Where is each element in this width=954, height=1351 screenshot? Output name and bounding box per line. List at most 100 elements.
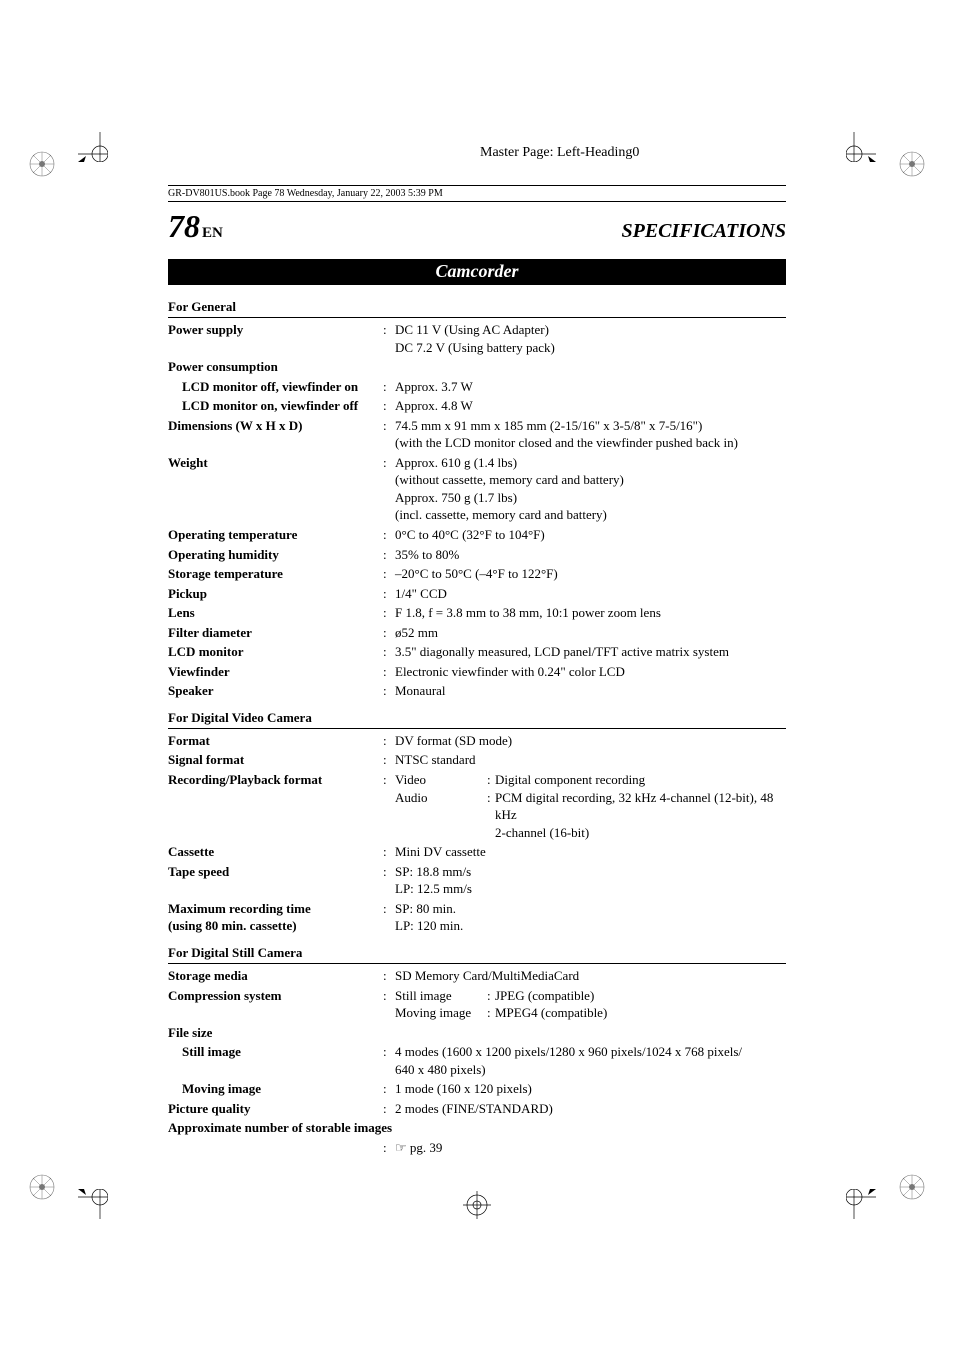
spec-label: Filter diameter bbox=[168, 624, 383, 642]
spec-label: Still image bbox=[168, 1043, 383, 1078]
colon: : bbox=[383, 967, 395, 985]
spec-label: Storage media bbox=[168, 967, 383, 985]
spec-value: ☞ pg. 39 bbox=[395, 1139, 786, 1157]
section-rule bbox=[168, 728, 786, 729]
spec-label: Cassette bbox=[168, 843, 383, 861]
spec-label: Approximate number of storable images bbox=[168, 1119, 392, 1137]
page-number: 78EN bbox=[168, 208, 223, 245]
spec-label: Compression system bbox=[168, 987, 383, 1022]
spec-value: DV format (SD mode) bbox=[395, 732, 786, 750]
print-mark-icon bbox=[28, 150, 56, 178]
spec-label: Maximum recording time(using 80 min. cas… bbox=[168, 900, 383, 935]
colon: : bbox=[383, 732, 395, 750]
spec-value: Monaural bbox=[395, 682, 786, 700]
crop-mark-icon bbox=[846, 1189, 876, 1219]
colon: : bbox=[383, 987, 395, 1022]
spec-label: Format bbox=[168, 732, 383, 750]
colon: : bbox=[383, 863, 395, 898]
colon: : bbox=[383, 1043, 395, 1078]
colon: : bbox=[383, 1080, 395, 1098]
colon: : bbox=[383, 771, 395, 841]
crop-mark-icon bbox=[78, 132, 108, 162]
spec-label: Weight bbox=[168, 454, 383, 524]
colon: : bbox=[383, 526, 395, 544]
colon: : bbox=[383, 604, 395, 622]
colon: : bbox=[383, 1139, 395, 1157]
spec-value: 2 modes (FINE/STANDARD) bbox=[395, 1100, 786, 1118]
spec-value: SP: 80 min.LP: 120 min. bbox=[395, 900, 786, 935]
spec-label: Recording/Playback format bbox=[168, 771, 383, 841]
colon: : bbox=[383, 900, 395, 935]
spec-value: 35% to 80% bbox=[395, 546, 786, 564]
section-bar: Camcorder bbox=[168, 259, 786, 285]
spec-label: Lens bbox=[168, 604, 383, 622]
page-lang: EN bbox=[202, 225, 223, 241]
page-title: SPECIFICATIONS bbox=[621, 220, 786, 243]
spec-label: LCD monitor on, viewfinder off bbox=[168, 397, 383, 415]
spec-value: DC 11 V (Using AC Adapter)DC 7.2 V (Usin… bbox=[395, 321, 786, 356]
spec-value: 74.5 mm x 91 mm x 185 mm (2-15/16" x 3-5… bbox=[395, 417, 786, 452]
spec-label: Moving image bbox=[168, 1080, 383, 1098]
spec-value: 1 mode (160 x 120 pixels) bbox=[395, 1080, 786, 1098]
section-heading-dsc: For Digital Still Camera bbox=[168, 945, 786, 961]
spec-label: Dimensions (W x H x D) bbox=[168, 417, 383, 452]
colon: : bbox=[383, 546, 395, 564]
spec-label: Power supply bbox=[168, 321, 383, 356]
spec-value: ø52 mm bbox=[395, 624, 786, 642]
section-heading-dvc: For Digital Video Camera bbox=[168, 710, 786, 726]
colon: : bbox=[383, 321, 395, 356]
spec-label: Operating temperature bbox=[168, 526, 383, 544]
spec-label: Tape speed bbox=[168, 863, 383, 898]
print-mark-icon bbox=[463, 1191, 491, 1219]
spec-value: 1/4" CCD bbox=[395, 585, 786, 603]
spec-label: Storage temperature bbox=[168, 565, 383, 583]
colon: : bbox=[383, 454, 395, 524]
spec-label bbox=[168, 1139, 383, 1157]
crop-mark-icon bbox=[846, 132, 876, 162]
colon: : bbox=[383, 751, 395, 769]
spec-value: SP: 18.8 mm/sLP: 12.5 mm/s bbox=[395, 863, 786, 898]
spec-value: F 1.8, f = 3.8 mm to 38 mm, 10:1 power z… bbox=[395, 604, 786, 622]
spec-value: –20°C to 50°C (–4°F to 122°F) bbox=[395, 565, 786, 583]
spec-value: Electronic viewfinder with 0.24" color L… bbox=[395, 663, 786, 681]
spec-label: LCD monitor bbox=[168, 643, 383, 661]
spec-value: Approx. 3.7 W bbox=[395, 378, 786, 396]
print-mark-icon bbox=[28, 1173, 56, 1201]
page-content: 78EN SPECIFICATIONS Camcorder For Genera… bbox=[168, 208, 786, 1158]
spec-value: Approx. 610 g (1.4 lbs)(without cassette… bbox=[395, 454, 786, 524]
spec-label: File size bbox=[168, 1024, 383, 1042]
colon: : bbox=[383, 843, 395, 861]
crop-mark-icon bbox=[78, 1189, 108, 1219]
colon: : bbox=[383, 643, 395, 661]
spec-label: Speaker bbox=[168, 682, 383, 700]
colon: : bbox=[383, 585, 395, 603]
colon: : bbox=[383, 417, 395, 452]
colon: : bbox=[383, 663, 395, 681]
spec-label: Picture quality bbox=[168, 1100, 383, 1118]
print-mark-icon bbox=[898, 1173, 926, 1201]
spec-value: SD Memory Card/MultiMediaCard bbox=[395, 967, 786, 985]
spec-label: LCD monitor off, viewfinder on bbox=[168, 378, 383, 396]
section-rule bbox=[168, 963, 786, 964]
spec-label: Pickup bbox=[168, 585, 383, 603]
colon: : bbox=[383, 1100, 395, 1118]
master-page-label: Master Page: Left-Heading0 bbox=[480, 145, 639, 161]
colon: : bbox=[383, 565, 395, 583]
spec-value: Still image:JPEG (compatible) Moving ima… bbox=[395, 987, 786, 1022]
spec-value: NTSC standard bbox=[395, 751, 786, 769]
colon: : bbox=[383, 624, 395, 642]
spec-label: Viewfinder bbox=[168, 663, 383, 681]
book-header: GR-DV801US.book Page 78 Wednesday, Janua… bbox=[168, 185, 786, 202]
print-mark-icon bbox=[898, 150, 926, 178]
spec-value: Approx. 4.8 W bbox=[395, 397, 786, 415]
colon: : bbox=[383, 397, 395, 415]
section-heading-general: For General bbox=[168, 299, 786, 315]
spec-label: Power consumption bbox=[168, 358, 383, 376]
colon: : bbox=[383, 378, 395, 396]
spec-value: 0°C to 40°C (32°F to 104°F) bbox=[395, 526, 786, 544]
spec-value: Mini DV cassette bbox=[395, 843, 786, 861]
spec-value: 4 modes (1600 x 1200 pixels/1280 x 960 p… bbox=[395, 1043, 786, 1078]
spec-value: 3.5" diagonally measured, LCD panel/TFT … bbox=[395, 643, 786, 661]
page-number-value: 78 bbox=[168, 208, 200, 244]
spec-label: Signal format bbox=[168, 751, 383, 769]
